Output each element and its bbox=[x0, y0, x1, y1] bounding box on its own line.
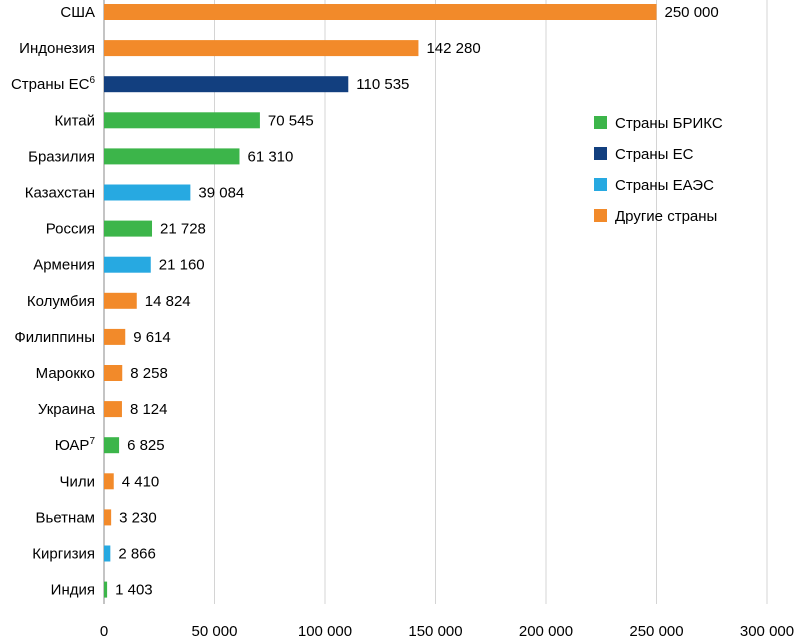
bar bbox=[104, 473, 114, 490]
value-label: 4 410 bbox=[122, 473, 160, 490]
category-label: Украина bbox=[38, 401, 96, 418]
bar bbox=[104, 4, 657, 20]
bars bbox=[104, 4, 657, 598]
bar bbox=[104, 581, 108, 598]
value-label: 2 866 bbox=[118, 546, 156, 563]
category-label: ЮАР7 bbox=[55, 436, 96, 454]
bar bbox=[104, 112, 260, 129]
x-axis-ticks: 0 50 000 100 000 150 000 200 000 250 000 300 0… bbox=[100, 623, 794, 637]
legend-swatch bbox=[594, 116, 607, 129]
bar bbox=[104, 365, 123, 381]
bar bbox=[104, 509, 112, 526]
legend-label: Страны БРИКС bbox=[615, 115, 723, 132]
value-label: 14 824 bbox=[145, 293, 191, 310]
legend-swatch bbox=[594, 147, 607, 160]
value-label: 61 310 bbox=[247, 148, 293, 165]
bar bbox=[104, 148, 240, 165]
legend: Страны БРИКС Страны ЕС Страны ЕАЭС Другие с… bbox=[594, 115, 723, 225]
x-tick-label: 0 bbox=[100, 623, 108, 637]
bar bbox=[104, 292, 137, 309]
category-label: Китай bbox=[54, 112, 95, 129]
value-label: 21 160 bbox=[159, 257, 205, 274]
legend-label: Страны ЕАЭС bbox=[615, 177, 714, 194]
bar bbox=[104, 545, 111, 562]
value-label: 21 728 bbox=[160, 221, 206, 238]
value-label: 250 000 bbox=[665, 4, 719, 21]
category-label: Бразилия bbox=[28, 148, 95, 165]
value-label: 110 535 bbox=[356, 76, 409, 93]
bar bbox=[104, 40, 419, 57]
legend-swatch bbox=[594, 209, 607, 222]
category-label: Армения bbox=[33, 257, 95, 274]
value-label: 1 403 bbox=[115, 582, 153, 599]
category-label: Казахстан bbox=[25, 185, 95, 202]
category-label: Вьетнам bbox=[36, 509, 95, 526]
x-tick-label: 150 000 bbox=[408, 623, 462, 637]
category-label: Чили bbox=[59, 473, 95, 490]
x-tick-label: 100 000 bbox=[298, 623, 352, 637]
x-tick-label: 50 000 bbox=[192, 623, 238, 637]
value-labels: 250 000 142 280 110 535 70 545 61 310 39 084 2… bbox=[115, 4, 719, 599]
x-tick-label: 300 000 bbox=[740, 623, 794, 637]
bar bbox=[104, 328, 126, 345]
category-label: Киргизия bbox=[32, 546, 95, 563]
bar bbox=[104, 256, 151, 273]
category-label: Индия bbox=[51, 582, 95, 599]
value-label: 39 084 bbox=[198, 185, 244, 202]
legend-swatch bbox=[594, 178, 607, 191]
value-label: 3 230 bbox=[119, 509, 157, 526]
grid-lines bbox=[103, 0, 768, 604]
legend-label: Другие страны bbox=[615, 208, 717, 225]
value-label: 9 614 bbox=[133, 329, 171, 346]
bar bbox=[104, 220, 153, 237]
bar bbox=[104, 76, 349, 93]
value-label: 142 280 bbox=[426, 40, 480, 57]
value-label: 6 825 bbox=[127, 437, 165, 454]
category-label: Колумбия bbox=[27, 293, 95, 310]
bar bbox=[104, 437, 120, 454]
x-tick-label: 200 000 bbox=[519, 623, 573, 637]
value-label: 8 258 bbox=[130, 365, 168, 382]
value-label: 70 545 bbox=[268, 112, 314, 129]
bar bbox=[104, 401, 122, 418]
category-label: Россия bbox=[46, 221, 95, 238]
category-labels: США Индонезия Страны ЕС6 Китай Бразилия Казах… bbox=[11, 4, 96, 599]
category-label: США bbox=[60, 4, 95, 21]
category-label: Марокко bbox=[36, 365, 95, 382]
legend-label: Страны ЕС bbox=[615, 146, 694, 163]
category-label: Индонезия bbox=[19, 40, 95, 57]
footnote-mark: 6 bbox=[89, 75, 95, 86]
bar bbox=[104, 184, 191, 201]
category-label: Страны ЕС6 bbox=[11, 75, 95, 93]
category-label: Филиппины bbox=[14, 329, 95, 346]
x-tick-label: 250 000 bbox=[629, 623, 683, 637]
value-label: 8 124 bbox=[130, 401, 168, 418]
footnote-mark: 7 bbox=[89, 436, 95, 447]
